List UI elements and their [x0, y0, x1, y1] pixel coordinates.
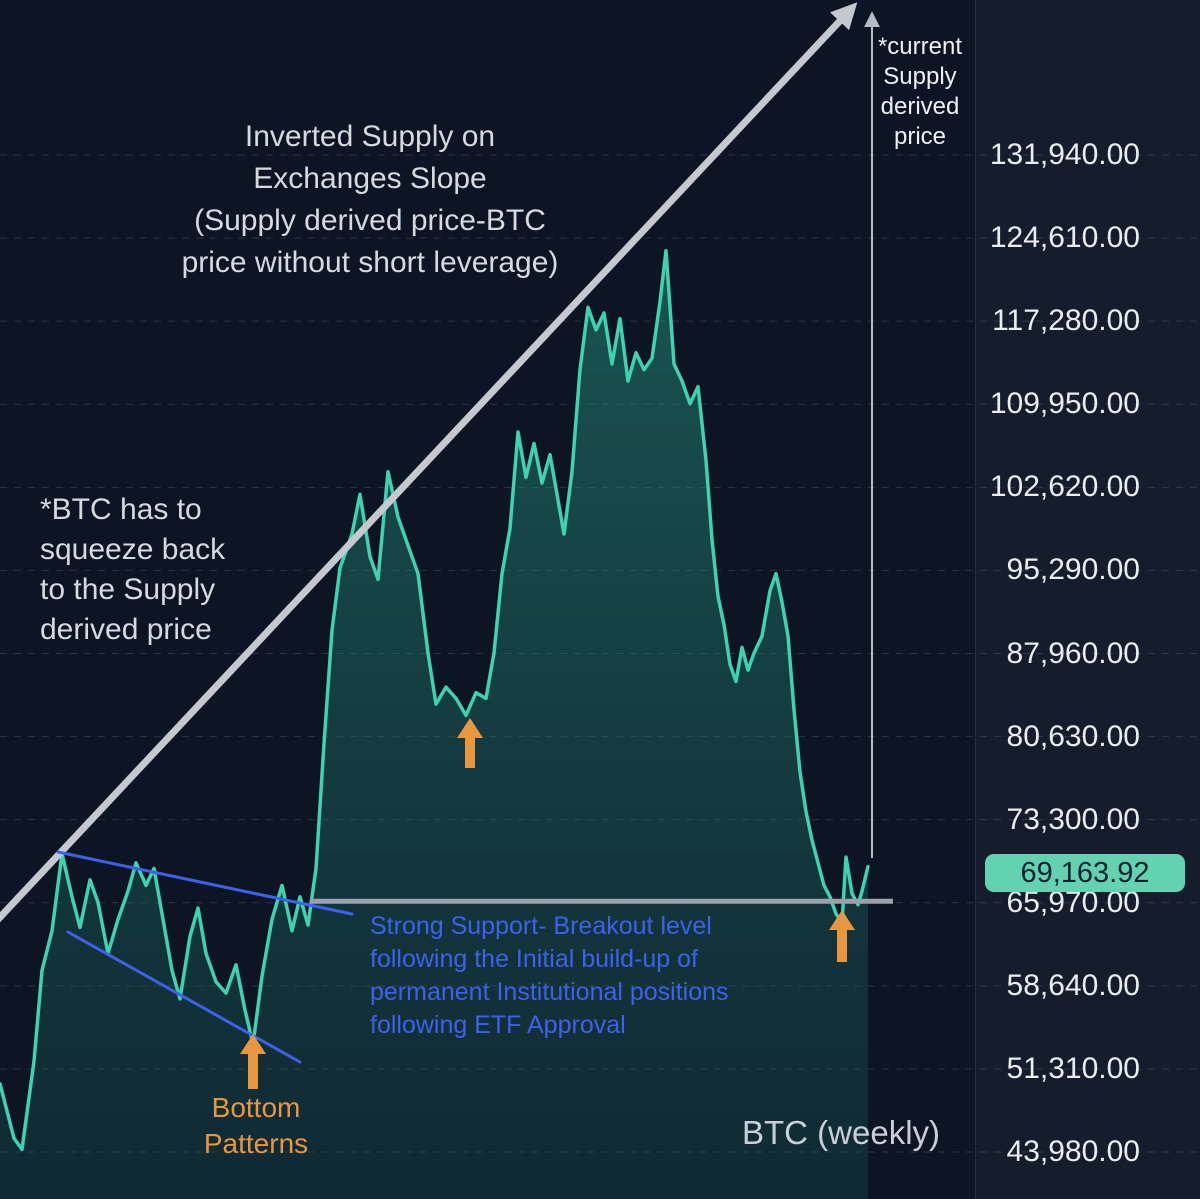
up-arrow [457, 718, 483, 768]
up-arrow [240, 1034, 266, 1089]
current-price-badge: 69,163.92 [985, 853, 1185, 892]
up-arrow [829, 910, 855, 962]
price-line [0, 248, 870, 1152]
wedge-trendline [56, 850, 354, 916]
price-area [0, 250, 868, 1199]
wedge-trendline [66, 930, 302, 1064]
supply-slope-trendline [0, 2, 858, 923]
price-axis-panel [975, 0, 1200, 1199]
